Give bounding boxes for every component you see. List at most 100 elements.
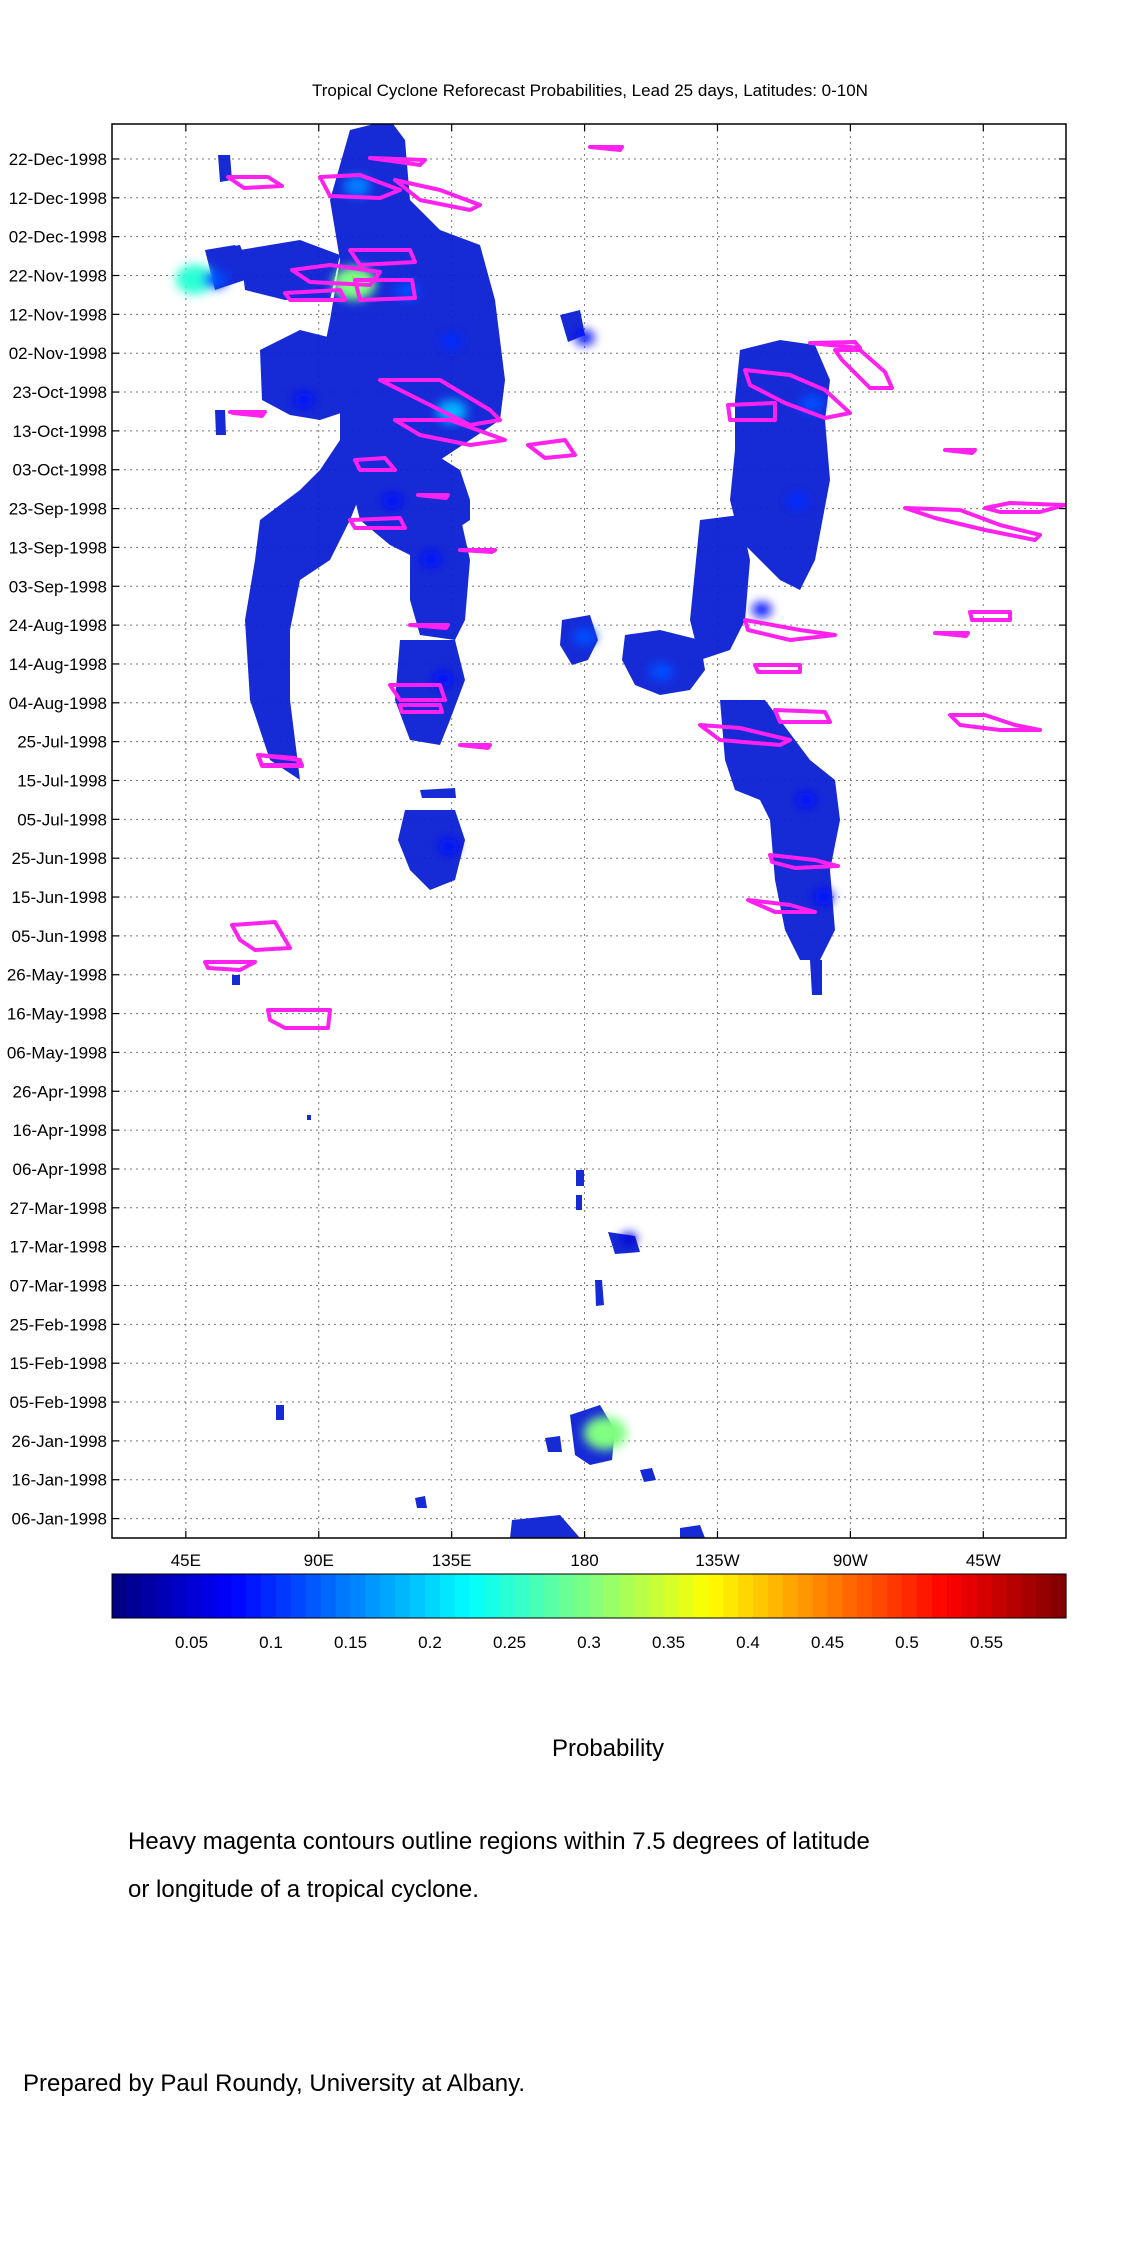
y-tick-label: 15-Jul-1998 xyxy=(17,772,107,791)
colorbar-cell xyxy=(305,1574,322,1618)
colorbar-cell xyxy=(648,1574,665,1618)
x-tick-label: 135W xyxy=(695,1551,739,1570)
colorbar-cell xyxy=(112,1574,128,1618)
probability-cell xyxy=(203,270,228,289)
colorbar-cell xyxy=(752,1574,769,1618)
colorbar-cell xyxy=(946,1574,963,1618)
y-tick-label: 05-Jun-1998 xyxy=(12,927,107,946)
contour xyxy=(393,178,482,212)
colorbar-tick-label: 0.15 xyxy=(334,1633,367,1652)
y-tick-label: 16-Apr-1998 xyxy=(12,1121,107,1140)
y-tick-label: 23-Sep-1998 xyxy=(9,500,107,519)
y-tick-label: 12-Nov-1998 xyxy=(9,305,107,324)
contour xyxy=(968,610,1012,622)
colorbar-cell xyxy=(1021,1574,1037,1618)
contour xyxy=(353,278,417,302)
contour xyxy=(458,548,497,554)
y-tick-label: 03-Oct-1998 xyxy=(13,461,108,480)
colorbar-cell xyxy=(708,1574,724,1618)
blob-south-early xyxy=(510,1515,580,1538)
y-tick-label: 05-Jul-1998 xyxy=(17,810,107,829)
blob-west-pacific-aug xyxy=(410,515,470,640)
colorbar-cell xyxy=(201,1574,217,1618)
y-tick-label: 02-Dec-1998 xyxy=(9,228,107,247)
colorbar-cell xyxy=(156,1574,173,1618)
contour xyxy=(283,288,347,302)
colorbar-cell xyxy=(514,1574,530,1618)
probability-cell xyxy=(649,662,674,681)
colorbar-cell xyxy=(395,1574,411,1618)
colorbar-tick-label: 0.55 xyxy=(970,1633,1003,1652)
y-tick-label: 22-Dec-1998 xyxy=(9,150,107,169)
colorbar-cell xyxy=(618,1574,635,1618)
probability-cell xyxy=(583,1416,627,1450)
contour xyxy=(983,501,1066,514)
probability-cell xyxy=(814,889,834,905)
colorbar-cell xyxy=(335,1574,352,1618)
y-tick-label: 12-Dec-1998 xyxy=(9,189,107,208)
colorbar-tick-label: 0.4 xyxy=(736,1633,760,1652)
probability-cell xyxy=(786,492,809,510)
contour xyxy=(398,703,444,714)
colorbar-cell xyxy=(544,1574,560,1618)
y-tick-label: 14-Aug-1998 xyxy=(9,655,107,674)
y-tick-label: 25-Jul-1998 xyxy=(17,733,107,752)
blob-isolated-apr xyxy=(307,1115,311,1120)
y-tick-label: 05-Feb-1998 xyxy=(10,1393,107,1412)
colorbar-cell xyxy=(991,1574,1007,1618)
colorbar-cell xyxy=(469,1574,486,1618)
colorbar-cell xyxy=(425,1574,441,1618)
blob-feb-west xyxy=(276,1405,284,1420)
contour xyxy=(773,708,832,724)
credit-text: Prepared by Paul Roundy, University at A… xyxy=(23,2070,526,2097)
contour xyxy=(833,348,894,390)
colorbar-tick-label: 0.45 xyxy=(811,1633,844,1652)
colorbar-cell xyxy=(1006,1574,1022,1618)
contour xyxy=(368,156,427,167)
blob-east-jun-tail xyxy=(810,960,822,995)
blob-west-pacific-jul xyxy=(395,640,465,745)
colorbar-cell xyxy=(887,1574,903,1618)
contour xyxy=(808,340,862,350)
colorbar-cell xyxy=(365,1574,381,1618)
blob-east-pacific-jul xyxy=(720,700,840,960)
y-tick-label: 06-May-1998 xyxy=(7,1043,107,1062)
blob-march-2 xyxy=(595,1280,604,1306)
blob-jan-west xyxy=(415,1496,427,1508)
probability-cell xyxy=(620,1232,637,1246)
blob-isolated-jul xyxy=(420,788,456,798)
blob-dateline-jan-west xyxy=(545,1436,562,1452)
colorbar-cell xyxy=(126,1574,143,1618)
y-tick-label: 27-Mar-1998 xyxy=(10,1199,107,1218)
contour xyxy=(231,411,266,418)
colorbar: 0.05 0.1 0.15 0.2 0.25 0.3 0.35 0.4 0.45 0.5 0.55 xyxy=(111,1573,1067,1652)
colorbar-cell xyxy=(812,1574,829,1618)
blob-central-pacific-aug xyxy=(622,630,705,695)
contour xyxy=(753,663,802,674)
colorbar-cell xyxy=(186,1574,203,1618)
colorbar-cell xyxy=(723,1574,739,1618)
contour xyxy=(256,753,304,768)
chart-title: Tropical Cyclone Reforecast Probabilitie… xyxy=(312,81,868,100)
colorbar-cell xyxy=(529,1574,545,1618)
blob-south-early-east xyxy=(680,1525,705,1538)
colorbar-cell xyxy=(961,1574,978,1618)
colorbar-cell xyxy=(439,1574,456,1618)
colorbar-cell xyxy=(380,1574,396,1618)
x-tick-label: 45W xyxy=(966,1551,1001,1570)
y-tick-label: 13-Sep-1998 xyxy=(9,538,107,557)
colorbar-cell xyxy=(842,1574,858,1618)
x-tick-label: 135E xyxy=(432,1551,472,1570)
x-axis: 45E 90E 135E 180 135W 90W 45W xyxy=(171,124,1001,1570)
y-tick-label: 16-Jan-1998 xyxy=(12,1471,107,1490)
colorbar-cell xyxy=(350,1574,367,1618)
colorbar-cell xyxy=(484,1574,501,1618)
colorbar-cell xyxy=(782,1574,799,1618)
contour xyxy=(348,248,417,267)
chart-figure: Tropical Cyclone Reforecast Probabilitie… xyxy=(7,81,1067,1652)
y-tick-label: 13-Oct-1998 xyxy=(13,422,108,441)
y-tick-label: 26-May-1998 xyxy=(7,966,107,985)
colorbar-cell xyxy=(589,1574,605,1618)
probability-cell xyxy=(438,838,459,855)
contour xyxy=(318,173,402,200)
